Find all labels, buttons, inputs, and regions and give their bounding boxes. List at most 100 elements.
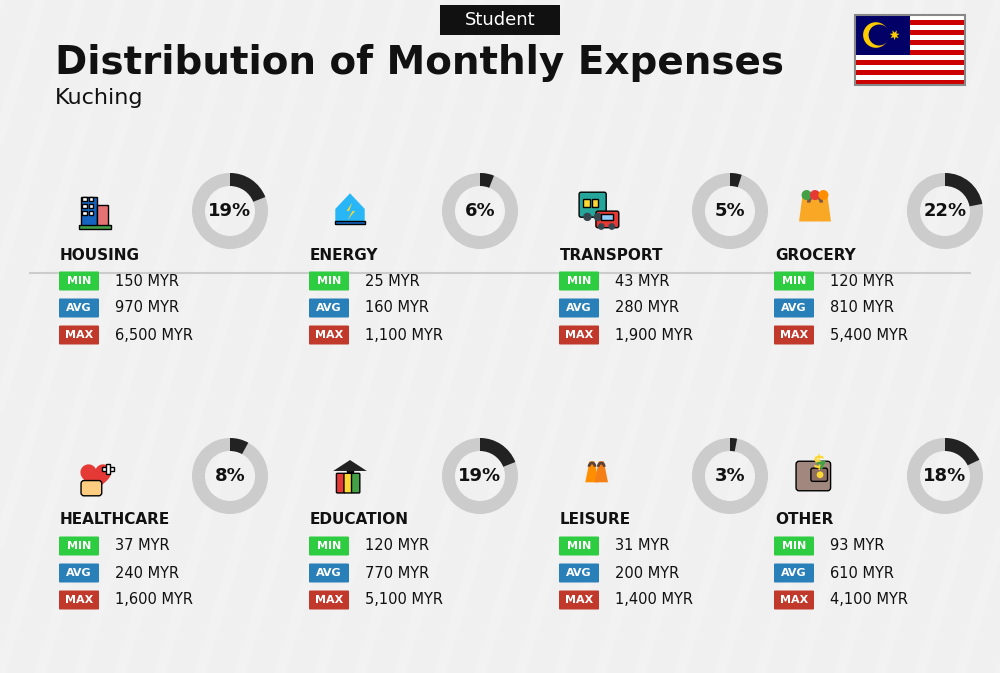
FancyBboxPatch shape (601, 214, 613, 220)
FancyBboxPatch shape (59, 326, 99, 345)
FancyBboxPatch shape (855, 50, 965, 55)
Circle shape (802, 190, 812, 200)
Text: MAX: MAX (315, 330, 343, 340)
Text: 22%: 22% (923, 202, 967, 220)
Text: MIN: MIN (317, 276, 341, 286)
FancyBboxPatch shape (855, 25, 965, 30)
Circle shape (608, 223, 615, 230)
FancyBboxPatch shape (82, 204, 87, 208)
Text: 1,100 MYR: 1,100 MYR (365, 328, 443, 343)
FancyBboxPatch shape (774, 590, 814, 610)
Text: 19%: 19% (458, 467, 502, 485)
FancyBboxPatch shape (559, 326, 599, 345)
Text: TRANSPORT: TRANSPORT (560, 248, 664, 262)
Wedge shape (907, 438, 983, 514)
Text: MAX: MAX (780, 595, 808, 605)
Wedge shape (442, 173, 518, 249)
Text: Distribution of Monthly Expenses: Distribution of Monthly Expenses (55, 44, 784, 82)
FancyBboxPatch shape (855, 20, 965, 25)
FancyBboxPatch shape (344, 473, 352, 493)
Text: 3%: 3% (715, 467, 745, 485)
Text: ENERGY: ENERGY (310, 248, 378, 262)
FancyBboxPatch shape (309, 271, 349, 291)
Text: 1,600 MYR: 1,600 MYR (115, 592, 193, 608)
FancyBboxPatch shape (811, 468, 828, 481)
Text: MIN: MIN (567, 541, 591, 551)
FancyBboxPatch shape (774, 299, 814, 318)
FancyBboxPatch shape (106, 464, 110, 474)
Wedge shape (730, 438, 737, 452)
Text: 280 MYR: 280 MYR (615, 301, 679, 316)
Text: MAX: MAX (565, 330, 593, 340)
Text: Kuching: Kuching (55, 88, 144, 108)
FancyBboxPatch shape (774, 326, 814, 345)
FancyBboxPatch shape (855, 60, 965, 65)
Text: MIN: MIN (67, 276, 91, 286)
Text: AVG: AVG (781, 303, 807, 313)
Text: MAX: MAX (780, 330, 808, 340)
Text: 5,100 MYR: 5,100 MYR (365, 592, 443, 608)
Text: MIN: MIN (782, 541, 806, 551)
Text: 970 MYR: 970 MYR (115, 301, 179, 316)
Text: 770 MYR: 770 MYR (365, 565, 429, 581)
FancyBboxPatch shape (855, 80, 965, 85)
Text: OTHER: OTHER (775, 513, 833, 528)
Text: MIN: MIN (782, 276, 806, 286)
FancyBboxPatch shape (309, 326, 349, 345)
Circle shape (594, 213, 602, 221)
Text: AVG: AVG (316, 303, 342, 313)
Polygon shape (799, 197, 831, 221)
Text: MIN: MIN (317, 541, 341, 551)
Circle shape (818, 190, 828, 200)
Text: 120 MYR: 120 MYR (365, 538, 429, 553)
FancyBboxPatch shape (59, 590, 99, 610)
FancyBboxPatch shape (855, 15, 965, 20)
Text: GROCERY: GROCERY (775, 248, 856, 262)
FancyBboxPatch shape (347, 470, 353, 472)
Wedge shape (192, 438, 268, 514)
FancyBboxPatch shape (559, 563, 599, 583)
Wedge shape (692, 173, 768, 249)
Text: AVG: AVG (566, 568, 592, 578)
Text: 240 MYR: 240 MYR (115, 565, 179, 581)
Polygon shape (333, 460, 367, 471)
FancyBboxPatch shape (855, 15, 910, 55)
Text: 4,100 MYR: 4,100 MYR (830, 592, 908, 608)
Wedge shape (230, 173, 265, 202)
FancyBboxPatch shape (583, 199, 590, 207)
Text: HEALTHCARE: HEALTHCARE (60, 513, 170, 528)
Text: 25 MYR: 25 MYR (365, 273, 420, 289)
FancyBboxPatch shape (855, 30, 965, 35)
FancyBboxPatch shape (855, 70, 965, 75)
Wedge shape (192, 173, 268, 249)
FancyBboxPatch shape (596, 211, 619, 227)
FancyBboxPatch shape (855, 35, 965, 40)
FancyBboxPatch shape (309, 299, 349, 318)
FancyBboxPatch shape (336, 473, 345, 493)
Text: MIN: MIN (567, 276, 591, 286)
FancyBboxPatch shape (855, 75, 965, 80)
FancyBboxPatch shape (81, 197, 97, 227)
FancyBboxPatch shape (82, 197, 87, 201)
Polygon shape (585, 461, 599, 483)
FancyBboxPatch shape (774, 271, 814, 291)
FancyBboxPatch shape (59, 536, 99, 555)
Text: AVG: AVG (566, 303, 592, 313)
Wedge shape (442, 438, 518, 514)
Circle shape (863, 22, 889, 48)
Text: 19%: 19% (208, 202, 252, 220)
Text: 1,900 MYR: 1,900 MYR (615, 328, 693, 343)
Wedge shape (692, 438, 768, 514)
Text: Student: Student (465, 11, 535, 29)
FancyBboxPatch shape (855, 65, 965, 70)
Text: 610 MYR: 610 MYR (830, 565, 894, 581)
Wedge shape (730, 173, 742, 187)
FancyBboxPatch shape (855, 40, 965, 45)
Text: MAX: MAX (315, 595, 343, 605)
FancyBboxPatch shape (89, 197, 93, 201)
Polygon shape (595, 461, 608, 483)
FancyBboxPatch shape (102, 467, 114, 471)
FancyBboxPatch shape (855, 45, 965, 50)
Text: MIN: MIN (67, 541, 91, 551)
Wedge shape (480, 438, 515, 467)
